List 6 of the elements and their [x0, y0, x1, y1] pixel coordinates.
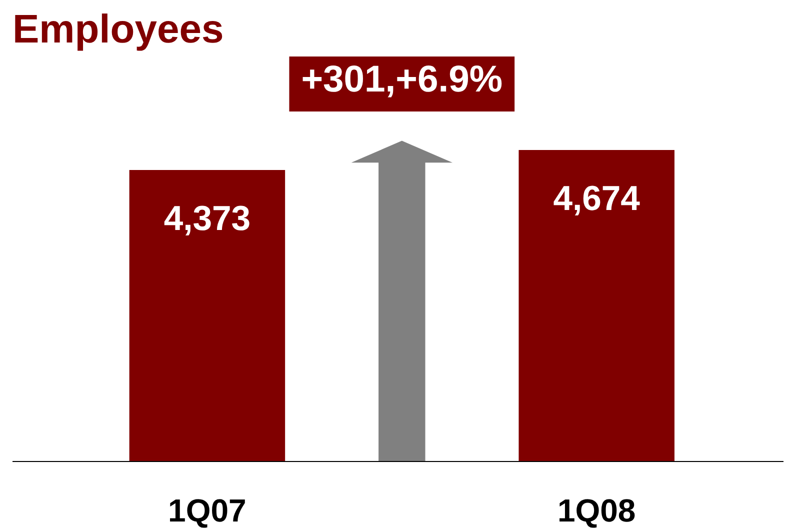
x-tick-label: 1Q07	[168, 492, 246, 528]
text: +301,+6.9%	[301, 58, 503, 100]
data-label: 4,373	[164, 200, 251, 238]
data-label: 4,674	[553, 180, 641, 218]
x-tick-label: 1Q08	[557, 492, 636, 528]
chart-title: Employees	[12, 8, 224, 52]
